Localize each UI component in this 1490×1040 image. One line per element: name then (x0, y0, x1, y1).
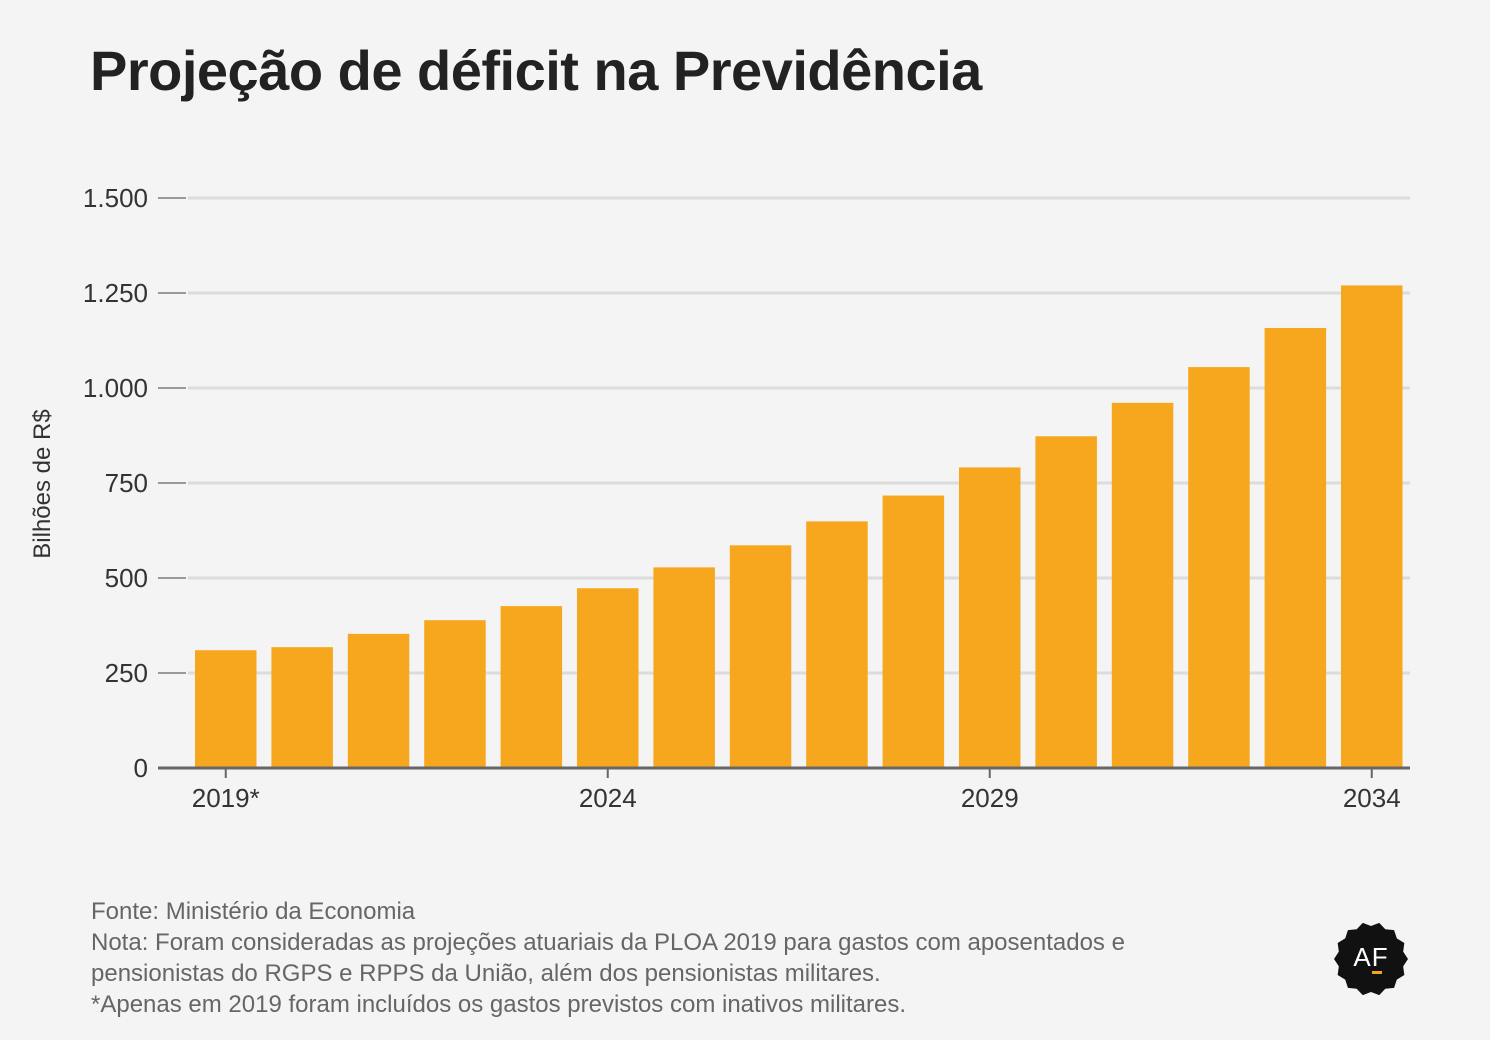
note-line-1: Nota: Foram consideradas as projeções at… (91, 929, 1125, 956)
y-axis-title: Bilhões de R$ (29, 409, 56, 558)
x-tick-label: 2029 (961, 783, 1019, 813)
axes: 0 250 500 750 1.000 1.250 1.500 2019* 2024 2029 20… (83, 183, 1410, 813)
y-tick-label: 500 (105, 563, 148, 593)
bar (424, 620, 486, 768)
bar (1188, 367, 1250, 768)
logo-accent-bar (1372, 971, 1382, 974)
bar (806, 521, 868, 768)
chart-title: Projeção de déficit na Previdência (90, 39, 982, 102)
x-tick-label: 2019* (192, 783, 260, 813)
y-tick-label: 0 (134, 753, 148, 783)
note-line-2: pensionistas do RGPS e RPPS da União, al… (91, 960, 881, 987)
brand-logo: AF (1332, 920, 1410, 998)
bar (1035, 436, 1097, 768)
bar (653, 567, 715, 768)
bar (347, 633, 410, 768)
bar (959, 467, 1021, 768)
bar-chart: 0 250 500 750 1.000 1.250 1.500 2019* 2024 2029 20… (29, 183, 1410, 813)
note-line-3: *Apenas em 2019 foram incluídos os gasto… (91, 991, 907, 1018)
x-tick-label: 2034 (1343, 783, 1401, 813)
y-tick-label: 1.000 (83, 373, 148, 403)
y-tick-label: 250 (105, 658, 148, 688)
logo-text: AF (1353, 942, 1389, 972)
bar (195, 650, 257, 768)
y-tick-label: 750 (105, 468, 148, 498)
bar (1341, 285, 1403, 768)
bar (500, 606, 563, 768)
bar (271, 647, 333, 768)
chart-footer: Fonte: Ministério da Economia Nota: Fora… (91, 896, 1125, 1020)
bar (1111, 402, 1174, 768)
bar (1264, 327, 1327, 768)
bar (882, 495, 945, 768)
y-tick-label: 1.500 (83, 183, 148, 213)
source-note: Fonte: Ministério da Economia (91, 898, 416, 925)
bar (577, 588, 639, 768)
y-tick-label: 1.250 (83, 278, 148, 308)
x-tick-label: 2024 (579, 783, 637, 813)
bars (195, 285, 1403, 768)
bar (729, 545, 792, 768)
logo-badge-icon (1334, 922, 1408, 996)
